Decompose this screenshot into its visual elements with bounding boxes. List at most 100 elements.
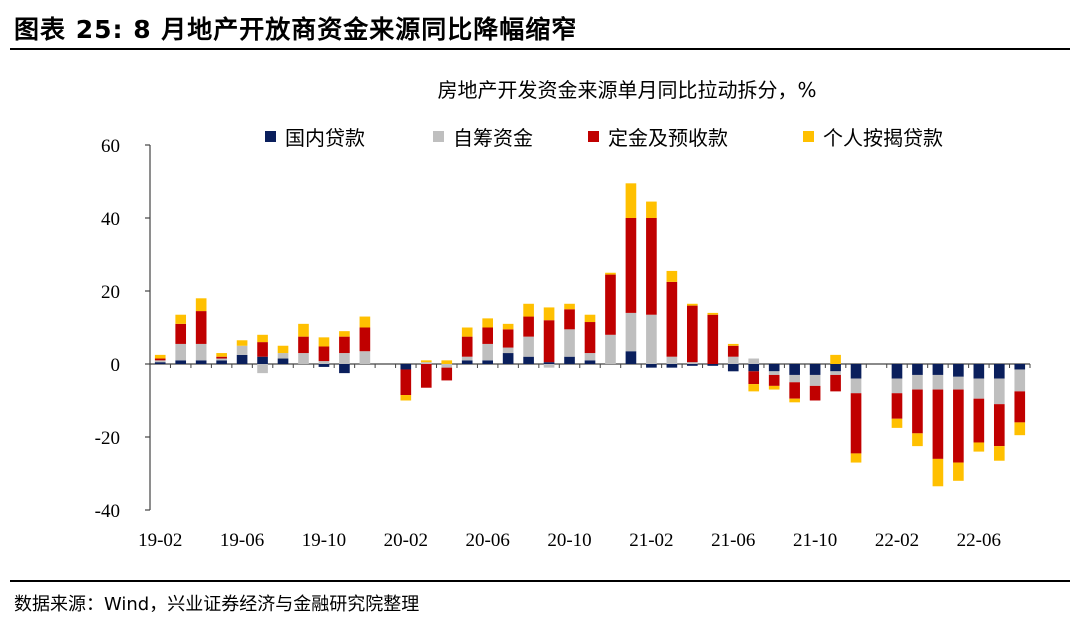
bar-segment-19-06-s3 <box>236 340 248 346</box>
bar-segment-22-02-s0 <box>891 364 903 379</box>
bar-segment-19-04-s1 <box>195 343 207 361</box>
bars <box>154 183 1026 487</box>
bar-segment-19-07-s1 <box>257 364 268 374</box>
bar-segment-22-08-s1 <box>1014 369 1026 392</box>
bar-segment-21-11-s0 <box>830 364 841 372</box>
bar-segment-20-09-s0 <box>543 362 555 364</box>
bar-segment-22-07-s3 <box>993 446 1005 461</box>
legend-swatch-0 <box>265 131 276 142</box>
bar-segment-19-10-s1 <box>318 361 330 364</box>
bar-segment-21-07-s0 <box>748 364 760 372</box>
bar-segment-19-03-s0 <box>175 360 187 364</box>
bar-segment-22-07-s1 <box>993 378 1005 405</box>
bar-segment-20-07-s2 <box>502 329 514 348</box>
bar-segment-22-04-s0 <box>932 364 944 375</box>
bar-segment-20-06-s1 <box>482 343 493 361</box>
x-tick-label: 20-02 <box>384 530 428 551</box>
y-tick-label: -20 <box>95 428 120 449</box>
bar-segment-21-04-s3 <box>687 303 698 306</box>
chart-title: 房地产开发资金来源单月同比拉动拆分，% <box>437 78 816 102</box>
legend-swatch-1 <box>433 131 444 142</box>
y-axis: 60 40 20 0 -20 -40 <box>95 136 151 522</box>
legend-label-3: 个人按揭贷款 <box>823 126 943 150</box>
bar-segment-19-12-s2 <box>359 327 371 352</box>
bar-segment-22-07-s0 <box>993 364 1005 379</box>
bar-segment-20-03-s3 <box>420 360 432 363</box>
bar-segment-20-06-s0 <box>482 360 493 364</box>
bar-segment-21-04-s0 <box>687 364 698 366</box>
top-rule <box>10 48 1070 50</box>
x-tick-label: 21-06 <box>711 530 755 551</box>
x-tick-label: 19-02 <box>138 530 182 551</box>
bar-segment-20-08-s0 <box>523 356 534 364</box>
bar-segment-21-11-s2 <box>830 374 841 392</box>
bar-segment-19-02-s0 <box>154 362 166 364</box>
bar-segment-20-11-s2 <box>584 322 596 354</box>
bar-segment-20-09-s3 <box>543 307 555 321</box>
bar-segment-20-11-s1 <box>584 353 596 361</box>
bar-segment-21-07-s1 <box>748 358 760 364</box>
bar-segment-21-09-s0 <box>789 364 800 375</box>
bar-segment-22-06-s2 <box>973 398 985 443</box>
x-axis: 19-02 19-06 19-10 20-02 20-06 20-10 21-02 21-06… <box>138 363 1031 551</box>
bar-segment-20-08-s3 <box>523 303 534 317</box>
bar-segment-21-08-s3 <box>768 385 780 390</box>
legend: 国内贷款 自筹资金 定金及预收款 个人按揭贷款 <box>265 126 943 150</box>
bottom-rule <box>10 580 1070 582</box>
bar-segment-21-08-s2 <box>768 374 780 386</box>
bar-segment-20-08-s1 <box>523 336 534 357</box>
bar-segment-20-09-s2 <box>543 320 555 363</box>
bar-segment-19-02-s2 <box>154 358 166 361</box>
bar-segment-21-01-s2 <box>625 218 637 313</box>
bar-segment-22-02-s1 <box>891 378 903 394</box>
bar-segment-19-03-s3 <box>175 314 187 324</box>
bar-segment-19-04-s2 <box>195 311 207 344</box>
bar-segment-21-07-s2 <box>748 371 760 385</box>
bar-segment-21-02-s1 <box>646 314 657 364</box>
chart-canvas: 房地产开发资金来源单月同比拉动拆分，% 国内贷款 自筹资金 定金及预收款 个人按揭贷款… <box>95 78 1031 551</box>
bar-segment-20-02-s2 <box>400 369 412 396</box>
bar-segment-21-10-s1 <box>809 374 821 386</box>
bar-segment-22-02-s3 <box>891 418 903 428</box>
bar-segment-20-11-s3 <box>584 314 596 323</box>
bar-segment-22-08-s0 <box>1014 364 1026 370</box>
bar-segment-20-12-s3 <box>605 272 616 275</box>
bar-segment-21-05-s3 <box>707 312 719 315</box>
bar-segment-22-03-s2 <box>912 389 923 434</box>
bar-segment-21-05-s0 <box>707 364 719 366</box>
bar-segment-19-04-s0 <box>195 360 207 364</box>
bar-segment-21-12-s2 <box>850 393 862 454</box>
bar-segment-20-04-s1 <box>441 364 453 368</box>
bar-segment-20-07-s1 <box>502 347 514 354</box>
bar-segment-20-09-s1 <box>543 364 555 368</box>
bar-segment-20-06-s3 <box>482 318 493 328</box>
bar-segment-22-02-s2 <box>891 393 903 419</box>
bar-segment-19-11-s3 <box>339 331 350 337</box>
bar-segment-21-01-s3 <box>625 183 637 218</box>
legend-swatch-3 <box>803 131 814 142</box>
bar-segment-19-11-s1 <box>339 353 350 364</box>
bar-segment-19-06-s0 <box>236 354 248 364</box>
bar-segment-22-05-s1 <box>953 376 964 390</box>
bar-segment-22-07-s2 <box>993 404 1005 447</box>
bar-segment-21-06-s2 <box>727 345 739 357</box>
bar-segment-20-12-s2 <box>605 274 616 335</box>
bar-segment-19-12-s1 <box>359 351 371 364</box>
bar-segment-19-10-s2 <box>318 346 330 362</box>
bar-segment-19-05-s1 <box>216 358 227 361</box>
bar-segment-21-07-s3 <box>748 384 760 392</box>
bar-segment-22-06-s0 <box>973 364 985 379</box>
bar-segment-19-11-s2 <box>339 336 350 354</box>
bar-segment-21-10-s0 <box>809 364 821 375</box>
bar-segment-20-03-s1 <box>420 362 432 364</box>
x-tick-label: 19-06 <box>220 530 264 551</box>
bar-segment-20-06-s2 <box>482 327 493 344</box>
x-tick-label: 21-02 <box>629 530 673 551</box>
bar-segment-20-02-s3 <box>400 395 412 401</box>
bar-segment-21-01-s1 <box>625 312 637 352</box>
bar-segment-22-06-s3 <box>973 442 985 452</box>
bar-segment-21-03-s2 <box>666 281 678 357</box>
bar-segment-21-03-s1 <box>666 356 678 364</box>
bar-segment-21-12-s3 <box>850 453 862 463</box>
bar-segment-21-04-s2 <box>687 305 698 363</box>
